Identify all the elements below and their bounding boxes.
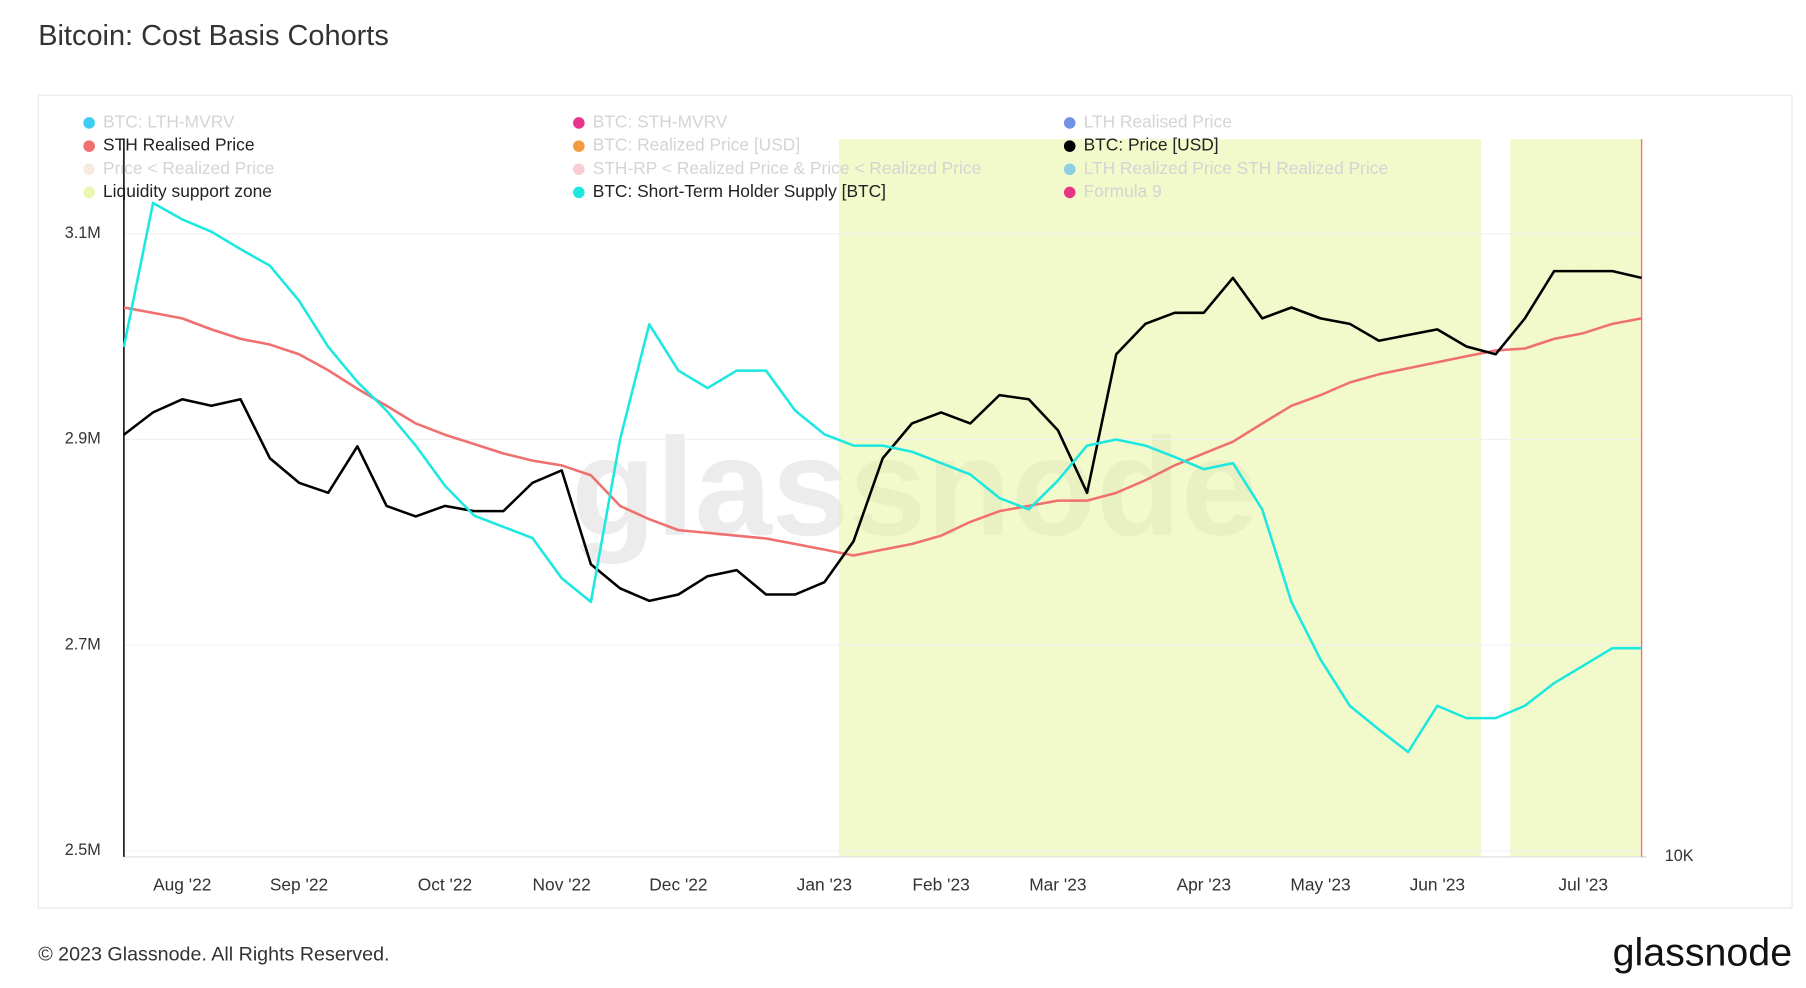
x-tick-label: Jul '23 [1558,874,1608,894]
legend-label[interactable]: STH-RP < Realized Price & Price < Realiz… [593,158,981,178]
liquidity-zone [1160,139,1190,857]
legend-marker[interactable] [83,186,95,199]
liquidity-zone [838,139,869,857]
liquidity-zone [897,139,927,857]
liquidity-zone [1305,139,1336,857]
liquidity-zone [1627,139,1642,857]
x-tick-label: Oct '22 [418,874,472,894]
y-tick-label: 2.9M [65,430,101,448]
legend-label[interactable]: STH Realised Price [103,135,254,155]
liquidity-zone [1189,139,1219,857]
legend-label[interactable]: BTC: Price [USD] [1084,135,1219,155]
footer: © 2023 Glassnode. All Rights Reserved. [38,944,389,966]
legend-label[interactable]: Formula 9 [1084,181,1162,201]
liquidity-zone [868,139,898,857]
y-tick-label: 2.7M [65,635,101,653]
legend-marker[interactable] [573,186,585,199]
x-tick-label: May '23 [1290,874,1350,894]
x-tick-label: Apr '23 [1177,874,1231,894]
liquidity-zone [1130,139,1161,857]
liquidity-zone [1364,139,1394,857]
legend-marker[interactable] [83,140,95,152]
liquidity-zone [1043,139,1073,857]
legend-marker[interactable] [1063,117,1076,129]
x-tick-label: Aug '22 [153,874,211,894]
liquidity-zone [1422,139,1452,857]
legend-marker[interactable] [1063,186,1076,199]
y-tick-label: 3.1M [65,224,101,242]
legend-label[interactable]: LTH Realised Price [1084,112,1232,132]
chart-title: Bitcoin: Cost Basis Cohorts [38,20,389,52]
legend-label[interactable]: BTC: LTH-MVRV [103,112,235,132]
x-tick-label: Dec '22 [649,874,707,894]
legend-label[interactable]: BTC: Realized Price [USD] [593,135,800,155]
x-tick-label: Sep '22 [270,874,328,894]
liquidity-zone [1451,139,1482,857]
series-line [122,201,1642,754]
liquidity-zone [1218,139,1248,857]
x-tick-label: Jun '23 [1410,874,1465,894]
x-tick-label: Nov '22 [533,874,591,894]
chart-frame [37,94,1793,909]
legend-marker[interactable] [83,163,95,176]
x-tick-label: Jan '23 [797,874,852,894]
liquidity-zone [926,139,956,857]
liquidity-zone [1101,139,1131,857]
legend-label[interactable]: BTC: STH-MVRV [593,112,728,132]
legend-marker[interactable] [573,117,585,129]
legend-label[interactable]: Price < Realized Price [103,158,274,178]
legend-marker[interactable] [573,140,585,152]
legend-marker[interactable] [1063,163,1076,176]
x-tick-label: Feb '23 [912,874,969,894]
x-tick-label: Mar '23 [1029,874,1086,894]
liquidity-zone [1510,139,1540,857]
y2-tick-label: 10K [1665,847,1694,865]
legend-label[interactable]: Liquidity support zone [103,181,272,201]
legend-marker[interactable] [83,117,95,129]
legend-marker[interactable] [1063,140,1076,152]
liquidity-zone [1247,139,1277,857]
liquidity-zone [1539,139,1569,857]
liquidity-zone [1568,139,1598,857]
legend-label[interactable]: LTH Realized Price STH Realized Price [1084,158,1389,178]
legend-label[interactable]: BTC: Short-Term Holder Supply [BTC] [593,181,886,201]
series-line [123,269,1642,603]
y-tick-label: 2.5M [65,841,101,859]
liquidity-zone [955,139,985,857]
liquidity-zone [1276,139,1306,857]
liquidity-zone [1597,139,1628,857]
liquidity-zone [1393,139,1423,857]
legend-marker[interactable] [573,163,585,176]
liquidity-zone [1335,139,1365,857]
brand-logo: glassnode [1613,931,1792,975]
